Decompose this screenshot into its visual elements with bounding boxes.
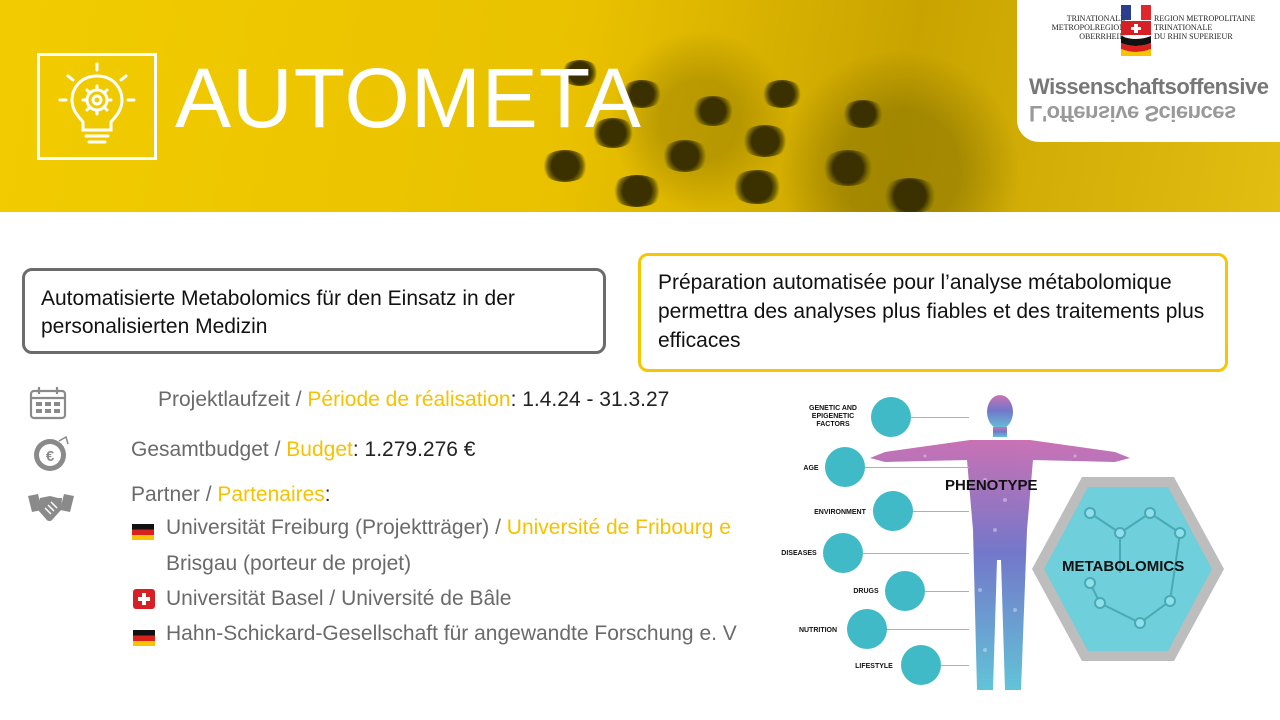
metabolomics-hexagon [1032, 477, 1224, 661]
org-wordmark: Wissenschaftsoffensive [1029, 74, 1269, 99]
partners-colon: : [324, 483, 331, 506]
human-figure-graphic [870, 395, 1130, 690]
lightbulb-gear-icon [58, 62, 136, 144]
connector-line [865, 467, 969, 468]
factor-label-age: AGE [803, 465, 819, 472]
project-logo [37, 53, 157, 160]
project-period: Projektlaufzeit / Période de réalisation… [158, 388, 669, 412]
euro-icon: € [34, 436, 69, 471]
partner-freiburg: Universität Freiburg (Projektträger) / U… [166, 516, 731, 540]
org-name-de-line: OBERRHEIN [1079, 32, 1125, 41]
clock-icon [825, 447, 865, 487]
label-separator: / [268, 438, 287, 461]
germany-flag-icon [133, 630, 155, 646]
globe-icon [873, 491, 913, 531]
org-name-fr-line: DU RHIN SUPERIEUR [1154, 32, 1233, 41]
org-name-fr-line: REGION METROPOLITAINE [1154, 14, 1256, 23]
factor-label-genetic: GENETIC AND EPIGENETIC FACTORS [809, 405, 857, 428]
heart-rate-icon [901, 645, 941, 685]
metabolomics-illustration: GENETIC AND EPIGENETIC FACTORS AGE ENVIR… [775, 385, 1245, 695]
org-logo-panel: TRINATIONALE METROPOLREGION OBERRHEIN RE… [1017, 0, 1280, 142]
project-budget: Gesamtbudget / Budget: 1.279.276 € [131, 438, 475, 462]
plate-icon [847, 609, 887, 649]
summary-fr-box: Préparation automatisée pour l’analyse m… [638, 253, 1228, 372]
partners-label-de: Partner [131, 483, 200, 506]
connector-line [887, 629, 969, 630]
handshake-icon [28, 494, 74, 522]
france-flag-icon [1121, 5, 1151, 20]
switzerland-flag-icon [133, 589, 155, 609]
switzerland-flag-icon [1121, 21, 1151, 35]
svg-text:€: € [46, 448, 55, 465]
partner-hahn-schickard: Hahn-Schickard-Gesellschaft für angewand… [166, 622, 737, 645]
period-label-de: Projektlaufzeit [158, 388, 290, 411]
factor-label-diseases: DISEASES [781, 550, 817, 557]
calendar-icon [29, 387, 67, 420]
org-name-de-line: METROPOLREGION [1051, 23, 1125, 32]
org-name-de: TRINATIONALE METROPOLREGION OBERRHEIN [1039, 14, 1125, 41]
org-name-fr: REGION METROPOLITAINE TRINATIONALE DU RH… [1154, 14, 1272, 41]
factor-label-lifestyle: LIFESTYLE [855, 663, 893, 670]
org-name-de-line: TRINATIONALE [1066, 14, 1125, 23]
label-separator: / [289, 388, 308, 411]
partners-heading: Partner / Partenaires: [131, 483, 331, 507]
connector-line [925, 591, 969, 592]
org-wordmark-mirror: L'offensive Sciences [1029, 101, 1236, 126]
stethoscope-icon [823, 533, 863, 573]
connector-line [911, 417, 969, 418]
germany-flag-icon [1121, 36, 1151, 56]
project-title: AUTOMETA [175, 51, 642, 145]
germany-flag-icon [132, 524, 154, 540]
pills-icon [885, 571, 925, 611]
label-separator: / [489, 516, 507, 539]
partner-freiburg-fr: Université de Fribourg e [506, 516, 731, 539]
label-separator: / [199, 483, 218, 506]
connector-line [863, 553, 969, 554]
budget-label-fr: Budget [286, 438, 353, 461]
factor-label-nutrition: NUTRITION [798, 627, 838, 634]
summary-de-box: Automatisierte Metabolomics für den Eins… [22, 268, 606, 354]
factor-label-environment: ENVIRONMENT [814, 509, 866, 516]
metabolomics-label: METABOLOMICS [1062, 558, 1185, 575]
phenotype-label: PHENOTYPE [945, 477, 1038, 494]
partner-basel: Universität Basel / Université de Bâle [166, 587, 512, 610]
budget-value: : 1.279.276 € [352, 438, 476, 461]
partners-label-fr: Partenaires [217, 483, 325, 506]
factor-label-drugs: DRUGS [853, 588, 879, 595]
connector-line [913, 511, 969, 512]
org-name-fr-line: TRINATIONALE [1154, 23, 1213, 32]
partner-freiburg-de: Universität Freiburg (Projektträger) [166, 516, 490, 539]
connector-line [941, 665, 969, 666]
period-label-fr: Période de réalisation [307, 388, 511, 411]
partner-freiburg-fr-line2: Brisgau (porteur de projet) [166, 552, 412, 575]
dna-icon [871, 397, 911, 437]
period-value: : 1.4.24 - 31.3.27 [510, 388, 670, 411]
budget-label-de: Gesamtbudget [131, 438, 269, 461]
